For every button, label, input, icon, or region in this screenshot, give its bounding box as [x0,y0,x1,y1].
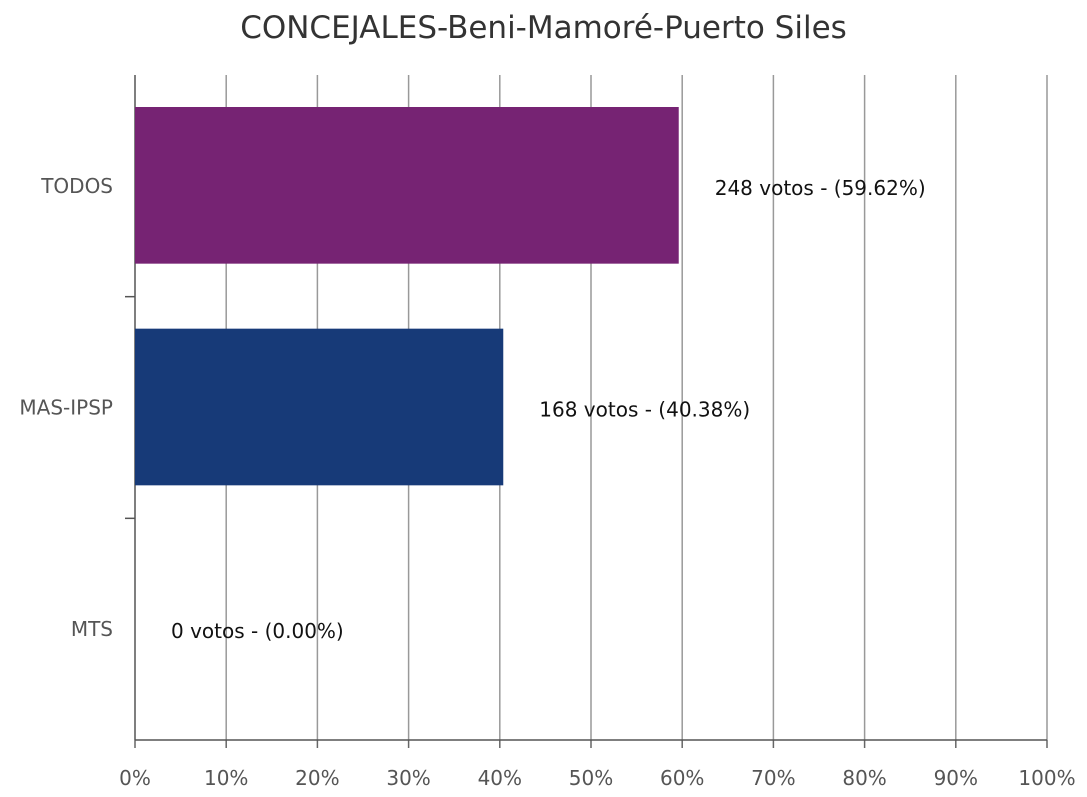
x-tick-label: 10% [204,766,248,790]
x-tick-label: 30% [386,766,430,790]
x-tick-label: 70% [751,766,795,790]
bar-mas-ipsp [135,328,504,486]
x-tick-label: 90% [934,766,978,790]
x-tick-label: 100% [1018,766,1075,790]
bar-todos [135,107,679,264]
x-tick-label: 20% [295,766,339,790]
y-tick-label: MAS-IPSP [19,396,113,420]
data-label: 0 votos - (0.00%) [171,619,344,643]
y-tick-label: MTS [71,617,113,641]
x-tick-label: 60% [660,766,704,790]
chart-title: CONCEJALES-Beni-Mamoré-Puerto Siles [240,10,847,46]
x-tick-label: 40% [478,766,522,790]
x-tick-label: 0% [119,766,151,790]
x-tick-label: 50% [569,766,613,790]
data-label: 168 votos - (40.38%) [539,398,750,422]
data-label: 248 votos - (59.62%) [715,176,926,200]
y-tick-label: TODOS [40,174,113,198]
x-tick-label: 80% [842,766,886,790]
